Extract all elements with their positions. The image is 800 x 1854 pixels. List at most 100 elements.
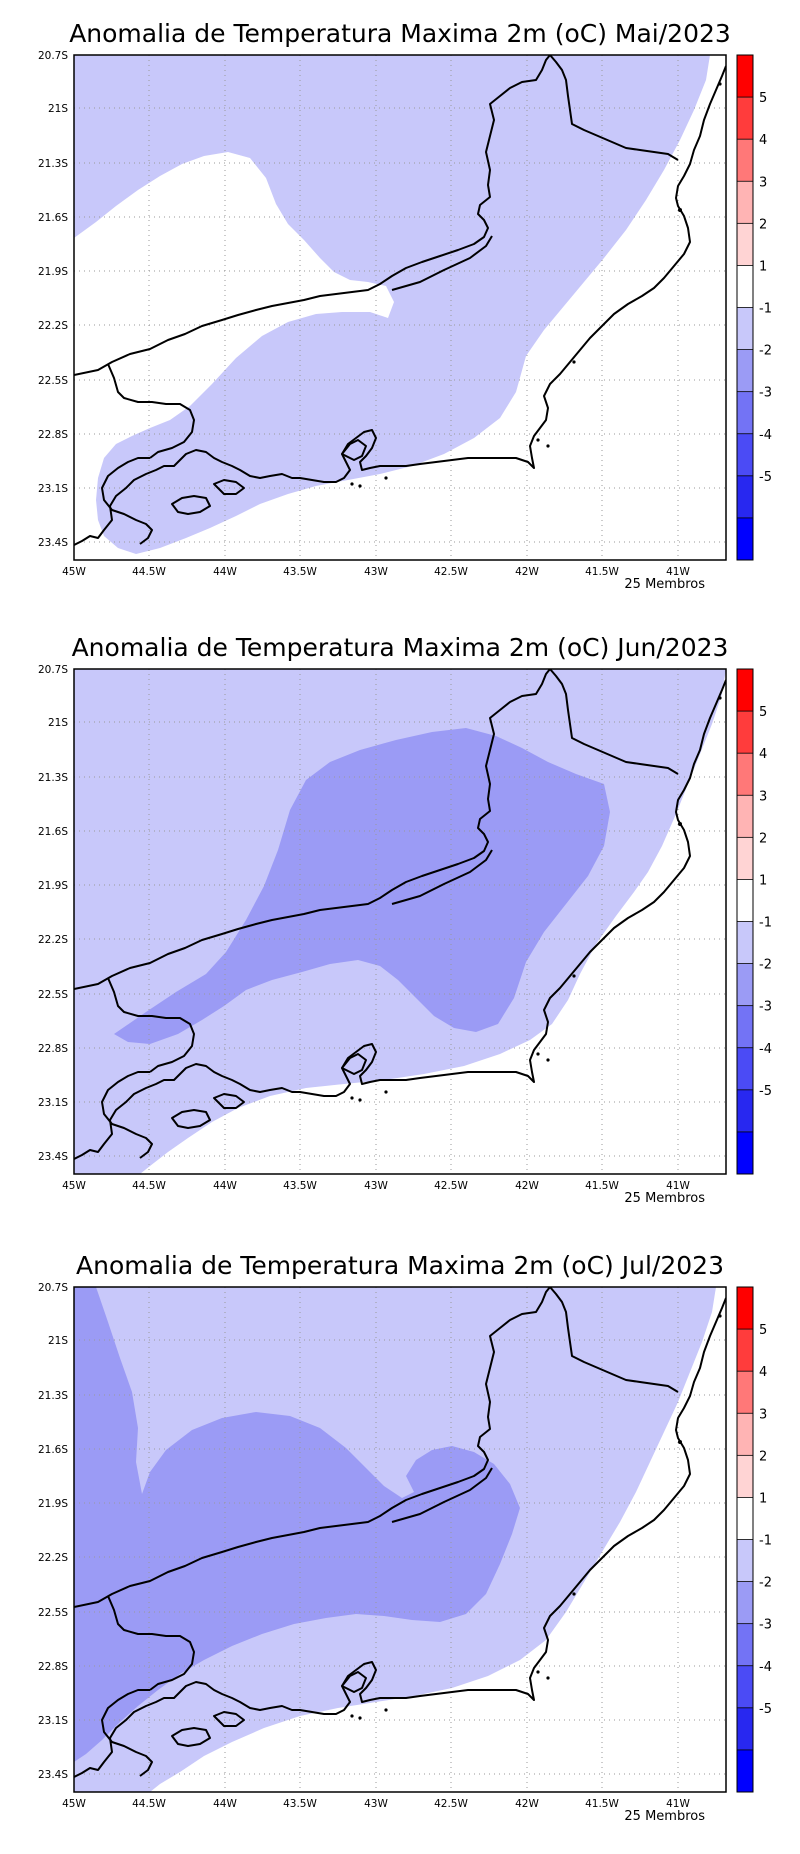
colorbar-swatch: [737, 753, 753, 796]
lon-tick-label: 42.5W: [434, 1180, 468, 1192]
panel-mai: Anomalia de Temperatura Maxima 2m (oC) M…: [69, 19, 731, 592]
colorbar-swatch: [737, 1371, 753, 1414]
lat-tick-label: 22.5S: [38, 989, 68, 1001]
lon-tick-label: 44.5W: [132, 1798, 166, 1810]
colorbar-label: 5: [759, 1323, 767, 1338]
colorbar-swatch: [737, 1047, 753, 1090]
lat-tick-label: 21.6S: [38, 212, 68, 224]
lat-tick-label: 21.9S: [38, 266, 68, 278]
colorbar-label: -2: [759, 958, 772, 973]
lon-tick-label: 44.5W: [132, 566, 166, 578]
lon-tick-label: 41W: [666, 566, 690, 578]
lat-tick-label: 20.7S: [38, 1282, 68, 1294]
colorbar-label: 4: [759, 1365, 767, 1380]
lat-tick-label: 20.7S: [38, 664, 68, 676]
lat-tick-label: 23.1S: [38, 1715, 68, 1727]
colorbar-label: 3: [759, 1407, 767, 1422]
colorbar-label: 2: [759, 217, 767, 232]
colorbar-swatch: [737, 669, 753, 712]
lon-tick-label: 44W: [213, 1798, 237, 1810]
colorbar-swatch: [737, 391, 753, 434]
members-label: 25 Membros: [624, 1191, 705, 1206]
colorbar-label: 1: [759, 873, 767, 888]
colorbar-swatch: [737, 1581, 753, 1624]
lon-tick-label: 45W: [62, 1798, 86, 1810]
colorbar-swatch: [737, 433, 753, 476]
colorbar-label: 1: [759, 1491, 767, 1506]
colorbar-swatch: [737, 307, 753, 350]
lon-tick-label: 42W: [515, 1180, 539, 1192]
panel-jun: Anomalia de Temperatura Maxima 2m (oC) J…: [72, 633, 729, 1206]
panel-title: Anomalia de Temperatura Maxima 2m (oC) M…: [69, 19, 731, 48]
colorbar-swatch: [737, 55, 753, 98]
lon-tick-label: 43W: [364, 1798, 388, 1810]
lat-tick-label: 22.5S: [38, 375, 68, 387]
colorbar-label: -5: [759, 1084, 772, 1099]
colorbar-swatch: [737, 711, 753, 754]
colorbar-swatch: [737, 1497, 753, 1540]
colorbar-swatch: [737, 1131, 753, 1174]
colorbar-label: -3: [759, 386, 772, 401]
axes-panel-3: 20.7S21S21.3S21.6S21.9S22.2S22.5S22.8S23…: [38, 1282, 772, 1810]
lon-tick-label: 42W: [515, 566, 539, 578]
colorbar-label: -3: [759, 1618, 772, 1633]
lat-tick-label: 21.6S: [38, 1444, 68, 1456]
colorbar-swatch: [737, 1665, 753, 1708]
anomaly-contour-minus1: [74, 55, 710, 554]
map-frame: [73, 668, 727, 1175]
colorbar-swatch: [737, 1455, 753, 1498]
colorbar-label: -4: [759, 1042, 772, 1057]
colorbar-swatch: [737, 139, 753, 182]
lat-tick-label: 21.9S: [38, 880, 68, 892]
colorbar-label: -4: [759, 428, 772, 443]
lon-tick-label: 44W: [213, 1180, 237, 1192]
colorbar-label: 5: [759, 705, 767, 720]
lat-tick-label: 22.8S: [38, 1043, 68, 1055]
axes-panel-2: 20.7S21S21.3S21.6S21.9S22.2S22.5S22.8S23…: [38, 664, 772, 1192]
colorbar-swatch: [737, 265, 753, 308]
colorbar-swatch: [737, 1623, 753, 1666]
colorbar-swatch: [737, 1089, 753, 1132]
colorbar-swatch: [737, 1005, 753, 1048]
colorbar-swatch: [737, 1287, 753, 1330]
colorbar-label: -1: [759, 1534, 772, 1549]
colorbar-label: 3: [759, 789, 767, 804]
colorbar-label: -1: [759, 916, 772, 931]
lat-tick-label: 21.6S: [38, 826, 68, 838]
colorbar-label: 4: [759, 133, 767, 148]
colorbar-swatch: [737, 837, 753, 880]
members-label: 25 Membros: [624, 577, 705, 592]
lon-tick-label: 41.5W: [585, 1180, 619, 1192]
lon-tick-label: 42W: [515, 1798, 539, 1810]
colorbar-swatch: [737, 1413, 753, 1456]
anomaly-fill: [74, 669, 726, 1174]
lon-tick-label: 45W: [62, 566, 86, 578]
colorbar-swatch: [737, 1749, 753, 1792]
lon-tick-label: 42.5W: [434, 1798, 468, 1810]
anomaly-fill: [74, 55, 710, 554]
lat-tick-label: 21.9S: [38, 1498, 68, 1510]
lon-tick-label: 43W: [364, 566, 388, 578]
panel-jul: Anomalia de Temperatura Maxima 2m (oC) J…: [73, 1251, 727, 1824]
colorbar-swatch: [737, 97, 753, 140]
axes-layer: 20.7S21S21.3S21.6S21.9S22.2S22.5S22.8S23…: [38, 50, 772, 1810]
lat-tick-label: 22.2S: [38, 934, 68, 946]
lat-tick-label: 21S: [48, 103, 68, 115]
colorbar-label: 2: [759, 1449, 767, 1464]
members-label: 25 Membros: [624, 1809, 705, 1824]
colorbar-label: -3: [759, 1000, 772, 1015]
colorbar-swatch: [737, 223, 753, 266]
lon-tick-label: 43.5W: [283, 1798, 317, 1810]
lat-tick-label: 21.3S: [38, 772, 68, 784]
lon-tick-label: 45W: [62, 1180, 86, 1192]
colorbar-swatch: [737, 879, 753, 922]
lat-tick-label: 23.4S: [38, 1769, 68, 1781]
lat-tick-label: 22.8S: [38, 1661, 68, 1673]
colorbar-label: 1: [759, 259, 767, 274]
lon-tick-label: 44W: [213, 566, 237, 578]
colorbar-swatch: [737, 1329, 753, 1372]
lat-tick-label: 22.8S: [38, 429, 68, 441]
lat-tick-label: 22.5S: [38, 1607, 68, 1619]
panel-title: Anomalia de Temperatura Maxima 2m (oC) J…: [72, 633, 729, 662]
